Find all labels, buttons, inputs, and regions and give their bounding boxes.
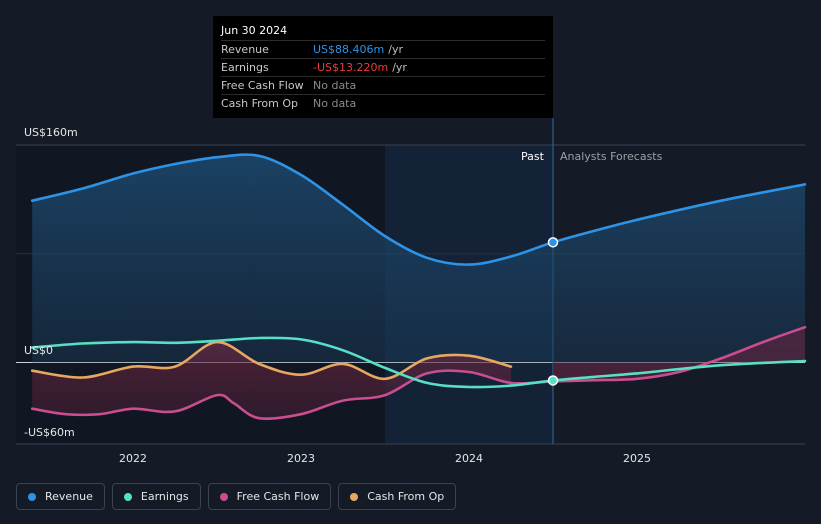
free-cash-flow-line (30, 325, 807, 421)
y-tick-label-bottom: -US$60m (24, 426, 75, 439)
tooltip-value: No data (313, 97, 357, 110)
legend-item-revenue[interactable]: Revenue (16, 483, 105, 510)
legend-label: Free Cash Flow (236, 490, 320, 503)
fcf-forecast-area (553, 327, 805, 382)
legend-item-cash-from-op[interactable]: Cash From Op (338, 483, 457, 510)
forecast-label: Analysts Forecasts (560, 150, 663, 163)
x-tick-label: 2025 (623, 452, 651, 465)
tooltip-unit: /yr (388, 43, 403, 56)
tooltip-value: No data (313, 79, 357, 92)
revenue-area (32, 154, 805, 363)
earnings-line (30, 336, 807, 389)
tooltip-row-revenue: Revenue US$88.406m/yr (221, 40, 545, 58)
legend-label: Earnings (140, 490, 189, 503)
legend-label: Cash From Op (367, 490, 445, 503)
legend-item-free-cash-flow[interactable]: Free Cash Flow (207, 483, 332, 510)
revenue-line (30, 153, 807, 266)
y-tick-label-top: US$160m (24, 126, 78, 139)
tooltip-label: Cash From Op (221, 97, 299, 110)
tooltip-row-cash-from-op: Cash From Op No data (221, 94, 545, 112)
tooltip-label: Free Cash Flow (221, 79, 304, 92)
earnings-point (547, 375, 559, 386)
tooltip-row-free-cash-flow: Free Cash Flow No data (221, 76, 545, 94)
revenue-point (547, 237, 559, 248)
tooltip-date: Jun 30 2024 (221, 24, 288, 37)
earnings-dot-icon (123, 492, 132, 501)
tooltip-row-earnings: Earnings -US$13.220m/yr (221, 58, 545, 76)
cash-from-op-dot-icon (350, 492, 359, 501)
past-label: Past (521, 150, 544, 163)
free-cash-flow-dot-icon (219, 492, 228, 501)
cash-flow-band (32, 342, 511, 419)
tooltip-value: -US$13.220m (313, 61, 389, 74)
tooltip-unit: /yr (392, 61, 407, 74)
legend-label: Revenue (45, 490, 93, 503)
cash-from-op-line (30, 340, 513, 381)
tooltip: Jun 30 2024 Revenue US$88.406m/yr Earnin… (213, 16, 553, 118)
revenue-dot-icon (28, 492, 36, 501)
tooltip-label: Earnings (221, 61, 269, 74)
x-tick-label: 2024 (455, 452, 483, 465)
tooltip-label: Revenue (221, 43, 269, 56)
tooltip-value: US$88.406m (313, 43, 385, 56)
legend: Revenue Earnings Free Cash Flow Cash Fro… (16, 483, 457, 510)
y-tick-label-zero: US$0 (24, 344, 54, 357)
x-tick-label: 2023 (287, 452, 315, 465)
x-tick-label: 2022 (119, 452, 147, 465)
legend-item-earnings[interactable]: Earnings (111, 483, 201, 510)
